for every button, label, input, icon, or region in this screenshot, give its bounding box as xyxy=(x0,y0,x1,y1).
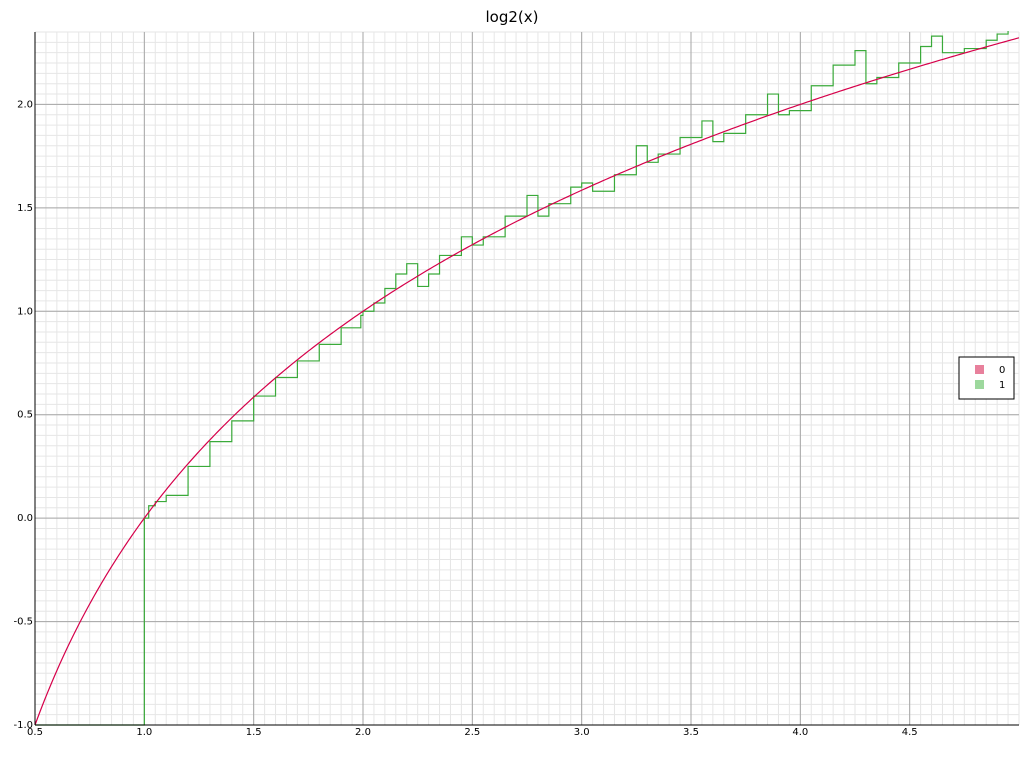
legend-label-1: 1 xyxy=(999,380,1005,391)
x-tick-label: 0.5 xyxy=(27,727,43,738)
x-tick-label: 4.5 xyxy=(902,727,918,738)
x-tick-labels: 0.5 1.0 1.5 2.0 2.5 3.0 3.5 4.0 4.5 xyxy=(27,727,918,738)
legend: 01 xyxy=(958,356,1015,400)
x-tick-label: 4.0 xyxy=(792,727,808,738)
y-tick-label: -0.5 xyxy=(13,617,33,628)
x-tick-label: 2.0 xyxy=(355,727,371,738)
x-tick-label: 3.0 xyxy=(574,727,590,738)
legend-swatch-1 xyxy=(975,380,984,389)
x-tick-label: 1.5 xyxy=(246,727,262,738)
y-tick-label: 0.5 xyxy=(17,410,33,421)
y-tick-labels: -1.0 -0.5 0.0 0.5 1.0 1.5 2.0 xyxy=(13,99,33,731)
chart-title: log2(x) xyxy=(486,8,539,26)
legend-swatch-0 xyxy=(975,365,984,374)
x-tick-label: 1.0 xyxy=(136,727,152,738)
series-layer xyxy=(35,31,1019,726)
series-0-line xyxy=(35,37,1019,726)
y-tick-label: 1.5 xyxy=(17,203,33,214)
x-tick-label: 2.5 xyxy=(464,727,480,738)
x-tick-label: 3.5 xyxy=(683,727,699,738)
axes xyxy=(34,32,1019,726)
y-tick-label: 0.0 xyxy=(17,513,33,524)
grid-minor xyxy=(34,31,1020,726)
y-tick-label: 2.0 xyxy=(17,99,33,110)
y-tick-label: -1.0 xyxy=(13,720,33,731)
y-tick-label: 1.0 xyxy=(17,306,33,317)
legend-box xyxy=(958,356,1015,400)
series-1-line xyxy=(35,31,1009,726)
legend-label-0: 0 xyxy=(999,365,1005,376)
